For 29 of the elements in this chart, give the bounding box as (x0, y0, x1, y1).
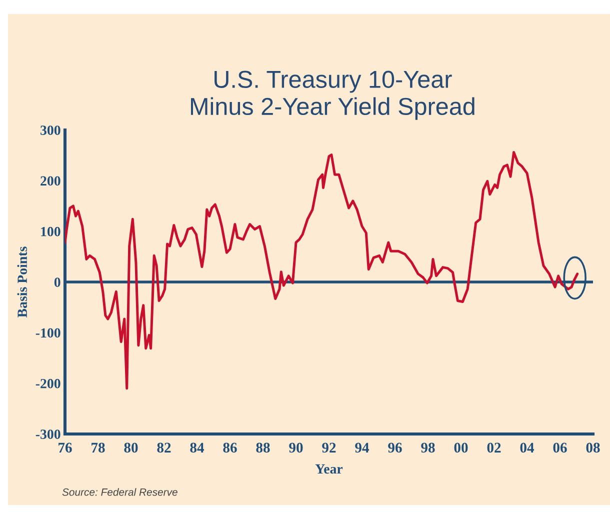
x-tick-label: 92 (322, 442, 336, 453)
y-tick-label: 300 (40, 126, 60, 135)
line-series (65, 151, 579, 390)
x-tick-label: 78 (92, 442, 105, 453)
x-tick-label: 98 (421, 442, 435, 453)
x-tick-label: 02 (487, 442, 501, 453)
x-tick-label: 06 (553, 442, 567, 453)
x-tick-label: 00 (454, 442, 468, 453)
y-tick-label: -300 (36, 430, 60, 439)
chart-title: U.S. Treasury 10-Year Minus 2-Year Yield Spread (190, 70, 474, 120)
x-tick-label: 90 (289, 442, 303, 453)
y-tick-label: -100 (36, 328, 60, 338)
y-tick-label: 0 (54, 278, 60, 287)
x-tick-label: 86 (223, 442, 237, 453)
x-tick-label: 94 (355, 442, 370, 453)
source-note: Source: Federal Reserve (62, 488, 178, 496)
x-tick-label: 88 (256, 442, 270, 453)
y-axis-title: Basis Points (17, 246, 27, 318)
x-tick-label: 04 (520, 442, 534, 453)
x-tick-label: 82 (157, 442, 171, 453)
x-tick-label: 96 (388, 442, 402, 453)
y-tick-label: 200 (40, 176, 60, 186)
y-tick-label: 100 (41, 226, 60, 236)
x-tick-label: 76 (58, 442, 72, 453)
x-tick-label: 80 (124, 442, 138, 453)
x-axis-title: Year (315, 464, 343, 474)
x-tick-label: 84 (190, 442, 204, 453)
x-tick-label: 08 (586, 442, 600, 453)
y-tick-label: -200 (36, 378, 60, 388)
